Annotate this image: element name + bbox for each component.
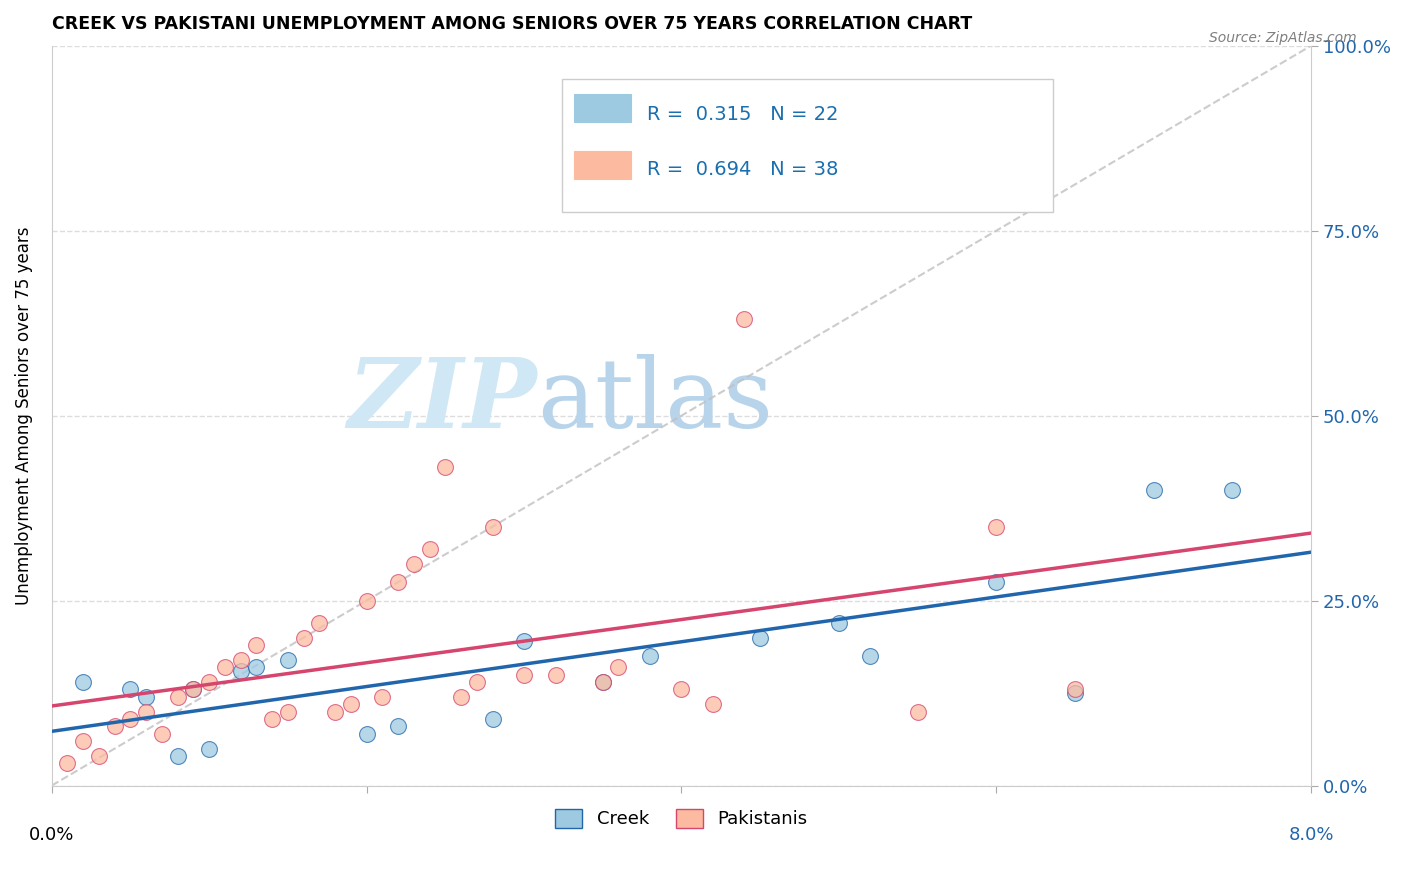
Point (371, 690, 394, 704)
Point (749, 631, 772, 645)
Point (607, 660, 630, 674)
Text: Source: ZipAtlas.com: Source: ZipAtlas.com (1209, 31, 1357, 45)
Point (292, 631, 315, 645)
Point (1064, 682, 1087, 697)
Point (544, 667, 567, 681)
Point (465, 675, 488, 690)
Point (87, 748, 110, 763)
Point (245, 660, 267, 674)
Point (120, 712, 142, 726)
Point (702, 697, 724, 711)
Point (387, 575, 409, 590)
Point (183, 682, 205, 697)
Text: CREEK VS PAKISTANI UNEMPLOYMENT AMONG SENIORS OVER 75 YEARS CORRELATION CHART: CREEK VS PAKISTANI UNEMPLOYMENT AMONG SE… (52, 15, 972, 33)
Point (592, 675, 614, 690)
Point (166, 690, 188, 704)
Point (198, 741, 221, 756)
Point (104, 719, 127, 733)
Point (1143, 483, 1166, 497)
Point (262, 712, 284, 726)
Point (733, 312, 755, 326)
Text: atlas: atlas (537, 354, 773, 448)
Point (859, 648, 882, 663)
Point (72, 734, 94, 748)
Legend: Creek, Pakistanis: Creek, Pakistanis (548, 802, 815, 836)
Point (356, 727, 378, 741)
Point (308, 615, 330, 630)
Text: R =  0.315   N = 22: R = 0.315 N = 22 (648, 105, 839, 124)
Point (419, 541, 441, 556)
Text: 0.0%: 0.0% (30, 826, 75, 844)
Text: 8.0%: 8.0% (1288, 826, 1334, 844)
Point (402, 557, 425, 571)
Point (907, 705, 929, 719)
Point (671, 682, 693, 697)
Point (986, 575, 1008, 590)
Point (135, 690, 157, 704)
Point (592, 675, 614, 690)
Point (513, 667, 536, 681)
Point (277, 653, 299, 667)
Point (1064, 686, 1087, 700)
Point (450, 690, 472, 704)
Point (56, 756, 79, 771)
Point (986, 519, 1008, 533)
Point (340, 697, 363, 711)
Point (183, 682, 205, 697)
Bar (575, 151, 631, 178)
Point (828, 615, 851, 630)
Point (356, 593, 378, 607)
Point (434, 460, 457, 475)
Point (198, 675, 221, 690)
Point (481, 519, 503, 533)
Point (323, 705, 346, 719)
Point (150, 727, 173, 741)
Y-axis label: Unemployment Among Seniors over 75 years: Unemployment Among Seniors over 75 years (15, 227, 32, 605)
Point (513, 634, 536, 648)
Text: R =  0.694   N = 38: R = 0.694 N = 38 (648, 161, 839, 179)
Point (214, 660, 236, 674)
Point (135, 705, 157, 719)
Point (229, 664, 252, 678)
Point (481, 712, 503, 726)
Point (638, 648, 661, 663)
Point (120, 682, 142, 697)
Bar (575, 94, 631, 122)
FancyBboxPatch shape (562, 79, 1053, 212)
Point (387, 719, 409, 733)
Point (245, 638, 267, 652)
Point (229, 653, 252, 667)
Point (72, 675, 94, 690)
Text: ZIP: ZIP (347, 354, 537, 448)
Point (166, 748, 188, 763)
Point (277, 705, 299, 719)
Point (1222, 483, 1244, 497)
